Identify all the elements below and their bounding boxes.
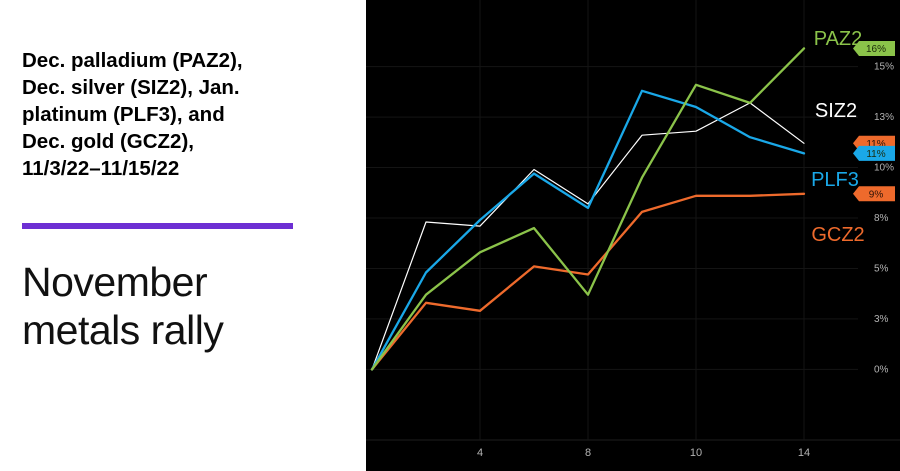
y-tick-label: 5%: [874, 263, 889, 274]
series-label-paz2: PAZ2: [814, 28, 863, 50]
end-badge-label: 11%: [866, 149, 885, 160]
y-tick-label: 0%: [874, 364, 889, 375]
end-badge-plf3: 11%: [853, 145, 895, 161]
y-tick-label: 13%: [874, 112, 894, 123]
series-lines: [370, 47, 806, 371]
x-tick-label: 14: [798, 447, 810, 459]
end-badge-shape: [853, 40, 895, 56]
x-axis-ticks: 4 8 10 14: [477, 447, 810, 459]
end-badge-shape: [853, 186, 895, 202]
y-tick-label: 15%: [874, 62, 894, 73]
accent-divider: [22, 223, 293, 229]
text-panel: Dec. palladium (PAZ2), Dec. silver (SIZ2…: [0, 0, 366, 471]
x-tick-label: 8: [585, 447, 591, 459]
end-badge-gcz2: 9%: [853, 186, 895, 202]
end-badge-paz2: 16%: [853, 40, 895, 56]
page-title: November metals rally: [22, 259, 224, 353]
y-tick-label: 8%: [874, 213, 889, 224]
end-badge-label: 11%: [866, 139, 885, 150]
headline: Dec. palladium (PAZ2), Dec. silver (SIZ2…: [22, 49, 243, 180]
line-chart: 4 8 10 14 0% 3% 5% 8% 10% 13% 15% 11% 9% 11% 16% SIZ…: [366, 0, 900, 471]
end-badge-label: 9%: [869, 189, 884, 200]
y-tick-label: 3%: [874, 314, 889, 325]
series-labels: SIZ2 GCZ2 PLF3 PAZ2: [811, 28, 865, 246]
y-axis-ticks: 0% 3% 5% 8% 10% 13% 15%: [874, 62, 894, 376]
end-value-badges: 11% 9% 11% 16%: [853, 40, 895, 202]
y-tick-label: 10%: [874, 163, 894, 174]
end-badge-label: 16%: [866, 44, 886, 55]
x-tick-label: 4: [477, 447, 483, 459]
x-tick-label: 10: [690, 447, 702, 459]
end-badge-shape: [853, 145, 895, 161]
series-label-siz2: SIZ2: [815, 100, 857, 122]
series-label-plf3: PLF3: [811, 169, 859, 191]
series-label-gcz2: GCZ2: [811, 224, 864, 246]
chart-panel: 4 8 10 14 0% 3% 5% 8% 10% 13% 15% 11% 9% 11% 16% SIZ…: [366, 0, 900, 471]
chart-background: [366, 0, 900, 471]
